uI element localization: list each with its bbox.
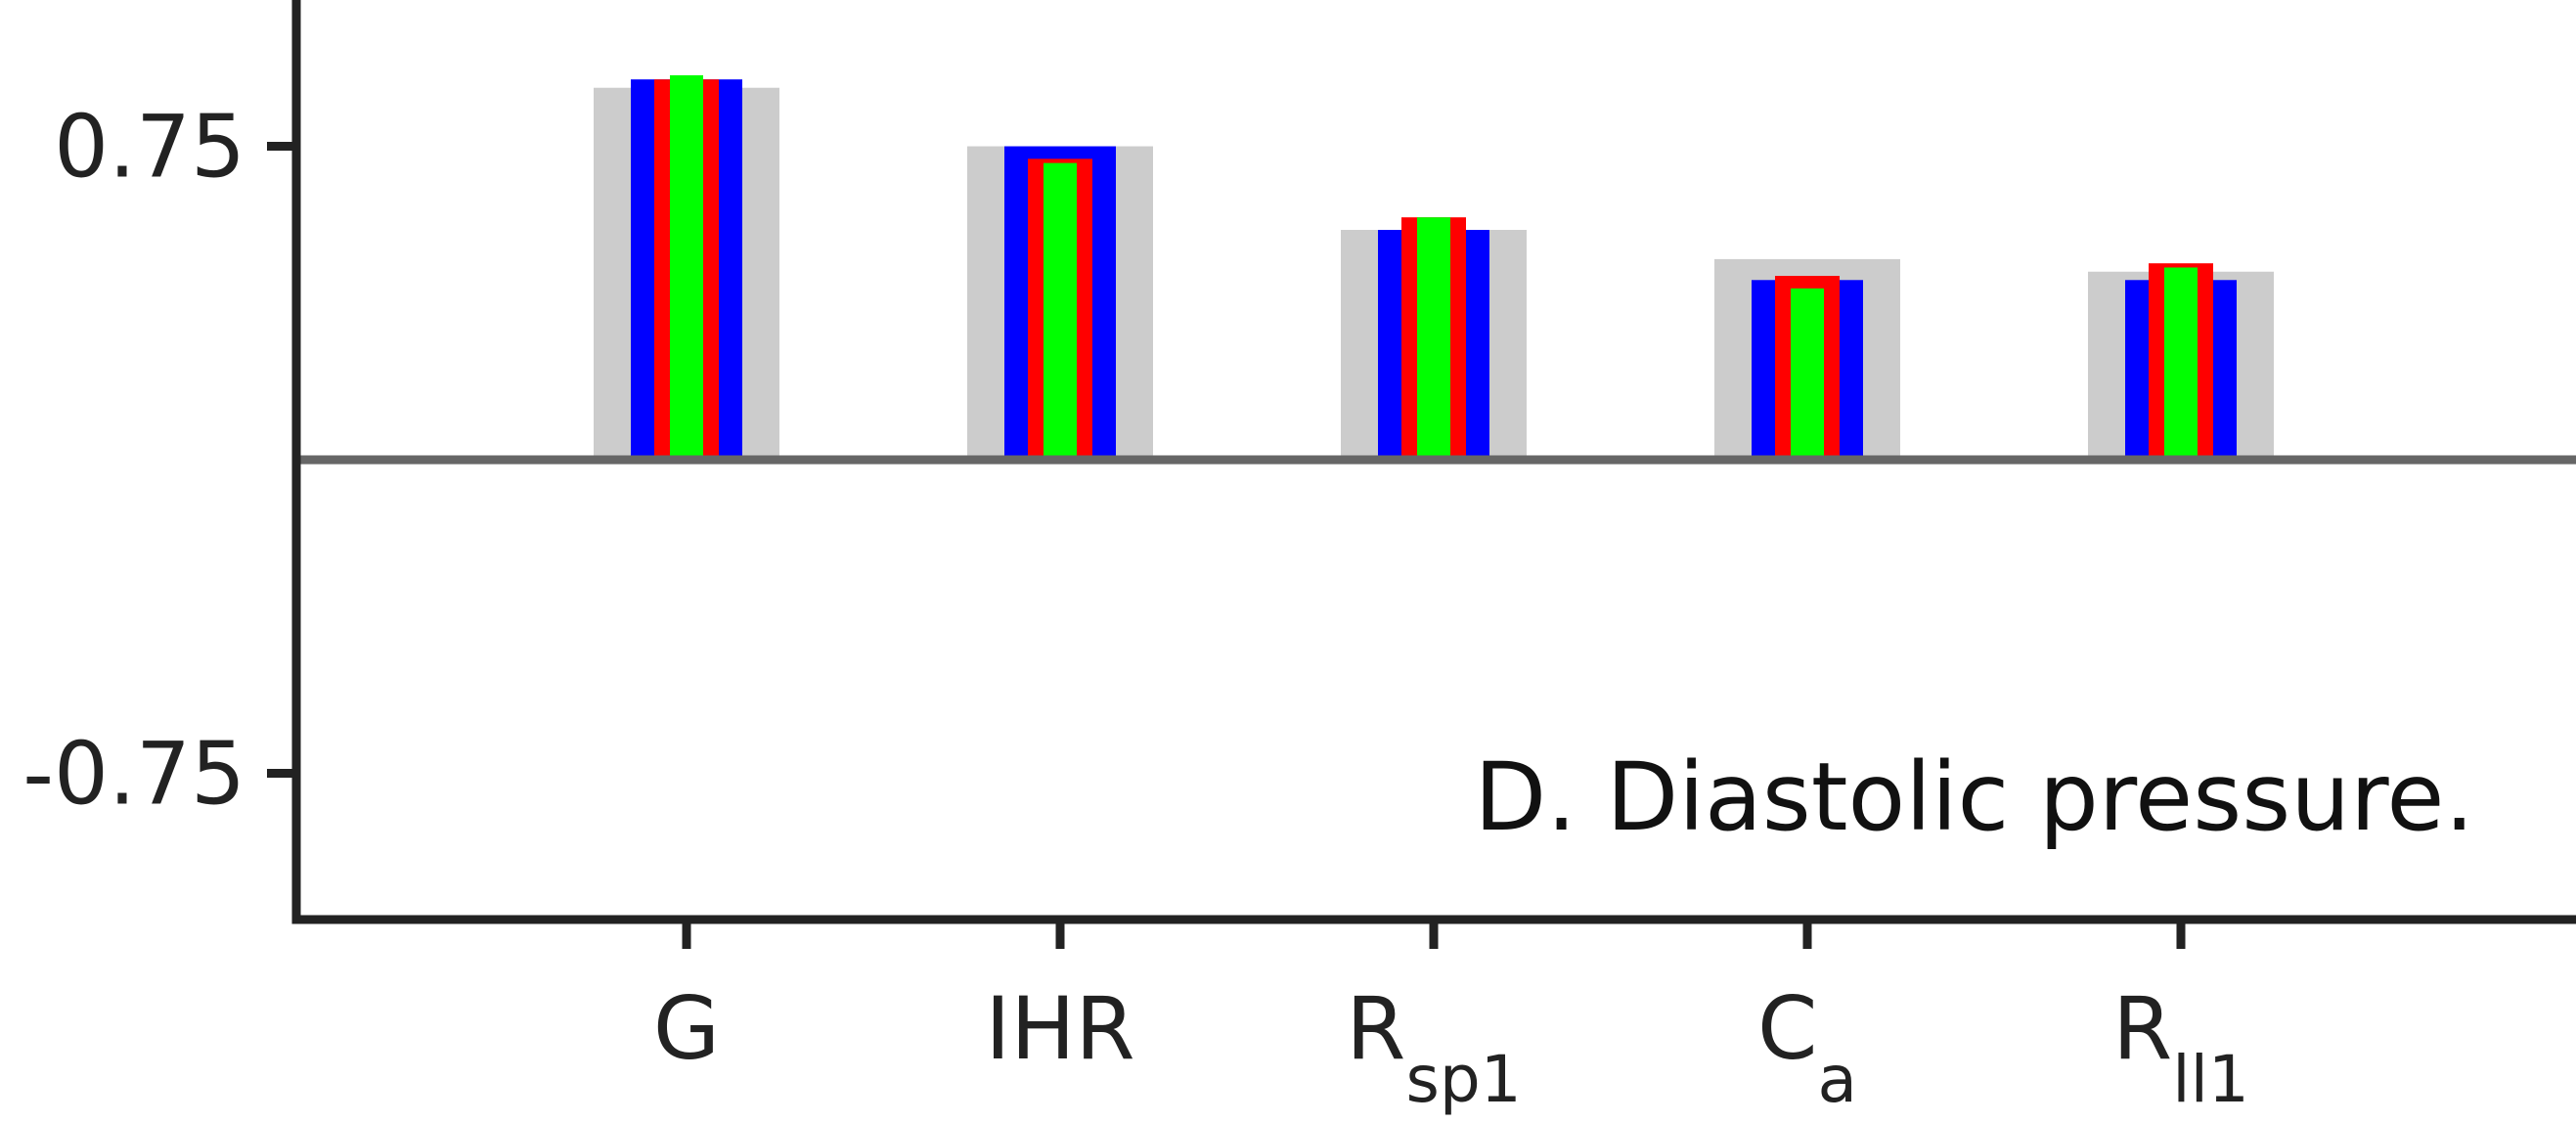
bar-s3-rsp1 (1417, 217, 1450, 460)
y-tick-label-0: 0.75 (54, 97, 245, 198)
chart-annotation: D. Diastolic pressure. (1474, 742, 2474, 852)
x-tick-label-g: G (653, 978, 720, 1079)
y-tick-label-1: -0.75 (22, 723, 245, 824)
x-ticks: G IHR Rsp1 Ca Rll1 (653, 920, 2249, 1117)
y-ticks: 0.75 -0.75 (22, 97, 296, 824)
x-tick-label-ihr: IHR (985, 978, 1134, 1079)
x-tick-label-ca: Ca (1757, 978, 1857, 1117)
bar-s3-rll1 (2164, 267, 2198, 460)
bar-s3-g (670, 74, 703, 460)
bar-s3-ihr (1044, 162, 1077, 461)
bar-s3-ca (1791, 288, 1824, 460)
x-tick-label-rsp1: Rsp1 (1346, 978, 1521, 1117)
bars-group (594, 74, 2274, 461)
x-tick-label-rll1: Rll1 (2112, 978, 2249, 1117)
